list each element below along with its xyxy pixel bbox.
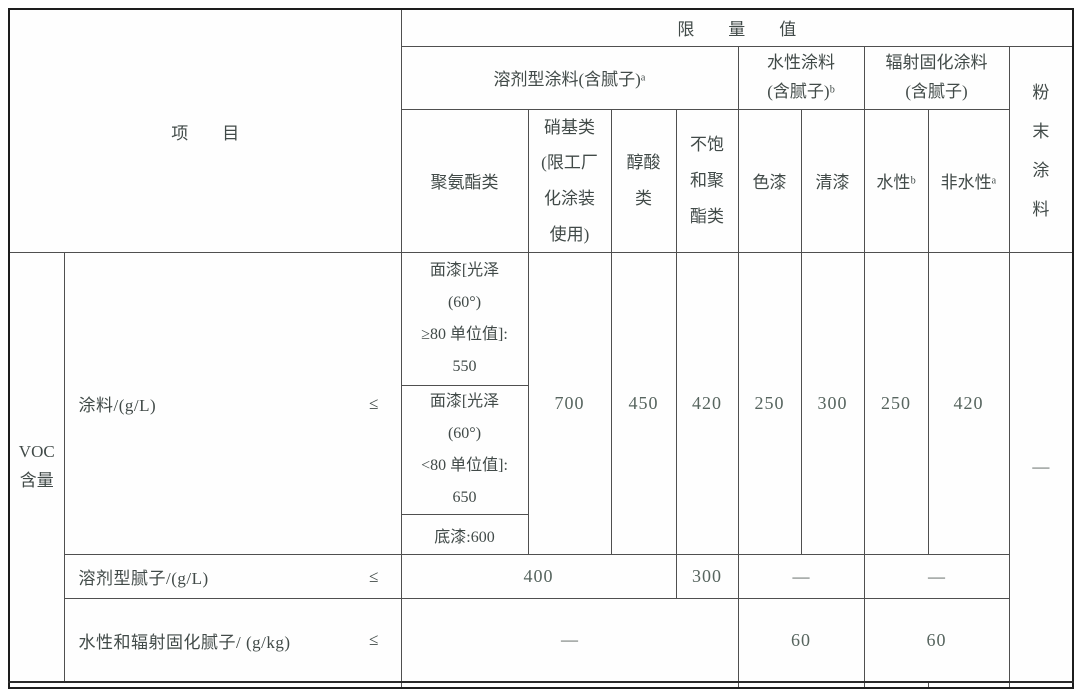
powder-char-2: 末 <box>1032 122 1050 142</box>
col-header-non-waterborne: 非水性ᵃ <box>927 108 1010 254</box>
cell-coating-polyurethane-topcoat-high-gloss: 面漆[光泽 (60°) ≥80 单位值]: 550 <box>400 252 529 387</box>
row-label-water-radiation-putty-cell: 水性和辐射固化腻子/ (g/kg) ≤ <box>63 598 402 683</box>
cell-coating-varnish: 300 <box>800 252 865 556</box>
less-equal-operator: ≤ <box>369 393 379 413</box>
col-header-alkyd: 醇酸 类 <box>610 108 677 254</box>
row-coating-voc-sub2: 面漆[光泽 (60°) <80 单位值]: 650 <box>9 385 1073 516</box>
cutoff-cell <box>737 680 865 688</box>
header-row-subcolumns: 聚氨酯类 硝基类 (限工厂 化涂装 使用) 醇酸 类 不饱 和聚 酯类 色漆 清… <box>9 108 1073 254</box>
limit-value-header-cell: 限 量 值 <box>400 8 1074 47</box>
row-label-water-radiation-putty: 水性和辐射固化腻子/ (g/kg) <box>78 632 291 652</box>
row-label-solvent-putty: 溶剂型腻子/(g/L) <box>78 569 209 589</box>
cell-wr-putty-radiation: 60 <box>863 598 1010 683</box>
powder-char-4: 料 <box>1032 200 1050 220</box>
cell-coating-polyurethane-primer: 底漆:600 <box>400 514 529 556</box>
header-row-groups: 溶剂型涂料(含腻子)ᵃ 水性涂料 (含腻子)ᵇ 辐射固化涂料 (含腻子) 粉 末… <box>9 45 1074 254</box>
cutoff-cell <box>400 680 739 688</box>
col-header-color-paint: 色漆 <box>737 108 802 254</box>
row-next-cutoff <box>8 680 1074 688</box>
group-header-powder-coatings: 粉 末 涂 料 <box>1008 45 1074 254</box>
cell-wr-putty-solvent-dash: — <box>400 598 739 683</box>
row-label-coating: 涂料/(g/L) <box>78 396 157 416</box>
cell-wr-putty-waterborne: 60 <box>737 598 865 683</box>
cutoff-cell <box>1008 680 1074 688</box>
row-coating-voc-sub3: 底漆:600 <box>9 514 1073 556</box>
group-header-solvent-coatings: 溶剂型涂料(含腻子)ᵃ <box>400 45 739 110</box>
col-header-polyurethane: 聚氨酯类 <box>400 108 529 254</box>
group-header-radiation-cured-coatings: 辐射固化涂料 (含腻子) <box>863 45 1010 110</box>
voc-limit-table: 项 目 限 量 值 溶剂型涂料(含腻子)ᵃ 水性涂料 (含腻子)ᵇ 辐射固化涂料… <box>8 8 1075 689</box>
powder-coatings-vertical-label: 粉 末 涂 料 <box>1010 78 1072 220</box>
cutoff-cell <box>8 680 402 688</box>
row-water-radiation-putty: 水性和辐射固化腻子/ (g/kg) ≤ — 60 60 <box>9 598 1073 683</box>
col-header-unsaturated-polyester: 不饱 和聚 酯类 <box>675 108 739 254</box>
powder-char-1: 粉 <box>1032 83 1050 103</box>
row-solvent-putty: 溶剂型腻子/(g/L) ≤ 400 300 — — <box>9 554 1073 600</box>
cell-coating-alkyd: 450 <box>610 252 677 556</box>
cell-solvent-putty-waterborne-dash: — <box>737 554 865 600</box>
cutoff-cell <box>927 680 1010 688</box>
row-label-solvent-putty-cell: 溶剂型腻子/(g/L) ≤ <box>63 554 402 600</box>
row-group-voc-content: VOC 含量 <box>8 252 65 683</box>
col-header-waterborne: 水性ᵇ <box>863 108 929 254</box>
header-row-limit: 项 目 限 量 值 <box>8 8 1074 254</box>
less-equal-operator: ≤ <box>369 566 379 586</box>
col-header-nitro: 硝基类 (限工厂 化涂装 使用) <box>527 108 612 254</box>
col-header-varnish: 清漆 <box>800 108 865 254</box>
cell-solvent-putty-solvent-merged: 400 <box>400 554 677 600</box>
cell-solvent-putty-unsaturated-polyester: 300 <box>675 554 739 600</box>
cell-voc-powder-dash: — <box>1008 252 1074 683</box>
cell-coating-nitro: 700 <box>527 252 612 556</box>
cell-coating-polyurethane-topcoat-low-gloss: 面漆[光泽 (60°) <80 单位值]: 650 <box>400 385 529 516</box>
cell-coating-color-paint: 250 <box>737 252 802 556</box>
group-header-waterborne-coatings: 水性涂料 (含腻子)ᵇ <box>737 45 865 110</box>
row-coating-voc-sub1: VOC 含量 涂料/(g/L) ≤ 面漆[光泽 (60°) ≥80 单位值]: … <box>8 252 1074 683</box>
cell-solvent-putty-radiation-dash: — <box>863 554 1010 600</box>
item-header-cell: 项 目 <box>8 8 402 254</box>
row-label-coating-cell: 涂料/(g/L) ≤ <box>63 252 402 556</box>
cutoff-cell <box>863 680 929 688</box>
cell-coating-non-waterborne: 420 <box>927 252 1010 556</box>
less-equal-operator: ≤ <box>369 630 379 649</box>
cell-coating-waterborne: 250 <box>863 252 929 556</box>
powder-char-3: 涂 <box>1032 161 1050 181</box>
cell-coating-unsaturated-polyester: 420 <box>675 252 739 556</box>
